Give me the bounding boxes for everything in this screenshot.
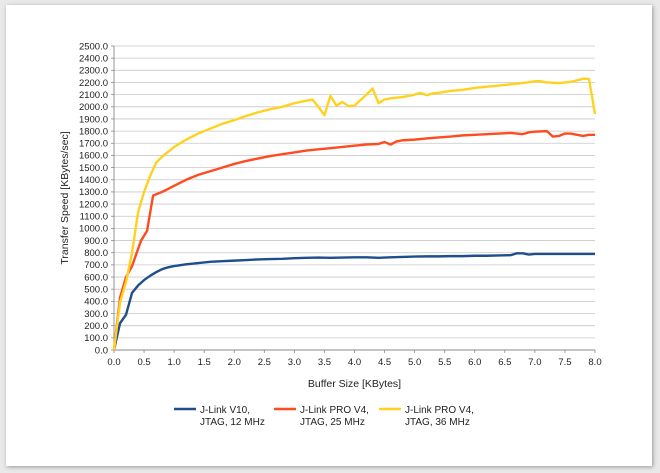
legend-label-2: J-Link PRO V4, (300, 405, 369, 416)
legend-label-3: J-Link PRO V4, (405, 405, 474, 416)
y-tick-label: 1600.0 (79, 151, 108, 162)
y-tick-label: 700.0 (84, 260, 108, 271)
y-tick-label: 2400.0 (79, 53, 108, 64)
x-tick-label: 2.0 (228, 357, 241, 368)
x-tick-label: 3.0 (288, 357, 301, 368)
x-tick-label: 4.0 (348, 357, 361, 368)
series-line-1 (112, 252, 595, 351)
y-tick-label: 2500.0 (79, 41, 108, 52)
x-tick-label: 1.0 (168, 357, 181, 368)
x-tick-label: 5.5 (438, 357, 451, 368)
y-tick-label: 200.0 (84, 321, 108, 332)
y-tick-label: 500.0 (84, 285, 108, 296)
legend-label-3: JTAG, 36 MHz (405, 417, 470, 428)
x-tick-label: 7.0 (528, 357, 541, 368)
y-tick-label: 0.0 (95, 345, 108, 356)
y-tick-label: 900.0 (84, 236, 108, 247)
y-tick-label: 1500.0 (79, 163, 108, 174)
y-tick-label: 2100.0 (79, 90, 108, 101)
x-tick-label: 7.5 (558, 357, 571, 368)
y-tick-label: 2300.0 (79, 66, 108, 77)
series-lines (112, 77, 597, 351)
series-line-2 (112, 129, 595, 351)
y-tick-label: 1700.0 (79, 139, 108, 150)
legend-label-1: JTAG, 12 MHz (200, 417, 265, 428)
y-tick-label: 1200.0 (79, 199, 108, 210)
y-tick-label: 2200.0 (79, 78, 108, 89)
series-line-3 (112, 77, 597, 351)
x-tick-labels: 0.0 0.5 1.0 1.5 2.0 2.5 3.0 3.5 4.0 4.5 5.0 5.5 6.0 6… (107, 357, 601, 368)
legend-label-1: J-Link V10, (200, 405, 250, 416)
x-tick-label: 6.5 (498, 357, 511, 368)
y-tick-label: 100.0 (84, 333, 108, 344)
y-tick-label: 600.0 (84, 272, 108, 283)
y-tick-label: 800.0 (84, 248, 108, 259)
x-tick-label: 2.5 (258, 357, 271, 368)
y-axis-title: Transfer Speed [KBytes/sec] (59, 131, 71, 264)
chart-card: 0.0 100.0 200.0 300.0 400.0 500.0 600.0 700.0 80… (6, 5, 652, 466)
y-tick-label: 300.0 (84, 309, 108, 320)
x-tick-label: 5.0 (408, 357, 421, 368)
x-tick-label: 0.5 (137, 357, 150, 368)
x-tick-label: 4.5 (378, 357, 391, 368)
x-tick-label: 1.5 (198, 357, 211, 368)
gridlines (114, 45, 595, 339)
x-tick-label: 8.0 (588, 357, 601, 368)
y-tick-label: 1000.0 (79, 224, 108, 235)
x-tick-label: 6.0 (468, 357, 481, 368)
axes (111, 45, 596, 353)
y-tick-label: 1800.0 (79, 126, 108, 137)
y-tick-label: 2000.0 (79, 102, 108, 113)
y-tick-label: 1100.0 (80, 212, 108, 223)
legend-label-2: JTAG, 25 MHz (300, 417, 365, 428)
y-tick-label: 1400.0 (79, 175, 108, 186)
y-tick-label: 400.0 (84, 297, 108, 308)
line-chart: 0.0100.0200.0300.0400.0500.0600.0700.080… (59, 41, 602, 428)
y-tick-label: 1900.0 (79, 114, 108, 125)
x-tick-label: 0.0 (107, 357, 120, 368)
x-tick-label: 3.5 (318, 357, 331, 368)
y-tick-label: 1300.0 (79, 187, 108, 198)
x-axis-title: Buffer Size [KBytes] (308, 378, 401, 390)
